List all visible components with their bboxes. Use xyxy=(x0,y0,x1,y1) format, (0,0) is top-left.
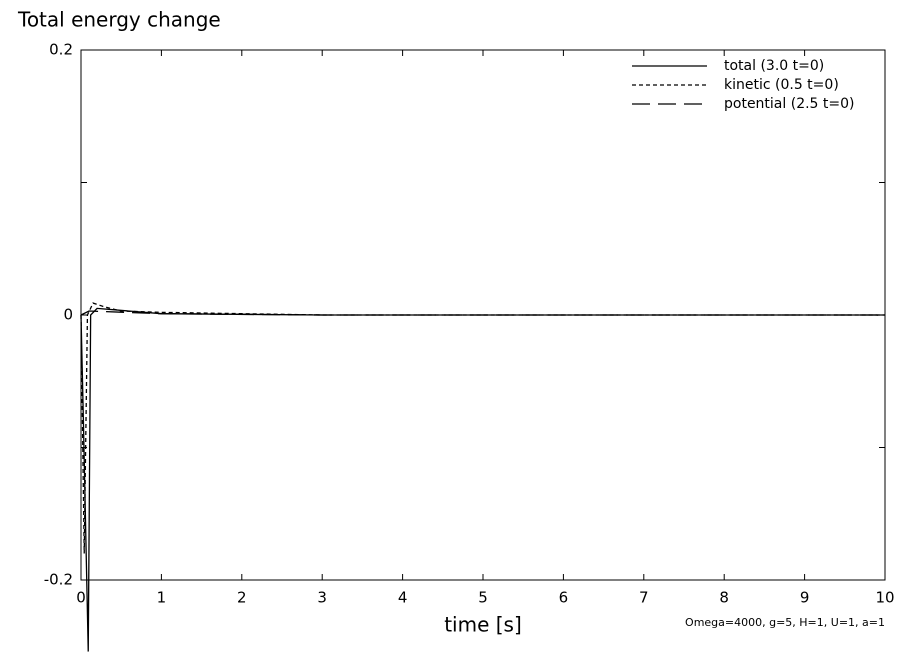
y-tick-label: 0.2 xyxy=(49,41,73,59)
x-tick-label: 5 xyxy=(478,589,488,607)
legend-label: potential (2.5 t=0) xyxy=(724,96,855,112)
x-tick-label: 3 xyxy=(317,589,327,607)
annotation: Omega=4000, g=5, H=1, U=1, a=1 xyxy=(685,616,885,629)
y-tick-label: 0 xyxy=(63,306,73,324)
legend-label: kinetic (0.5 t=0) xyxy=(724,77,839,93)
x-tick-label: 2 xyxy=(237,589,247,607)
x-tick-label: 1 xyxy=(157,589,167,607)
y-tick-label: -0.2 xyxy=(44,571,73,589)
x-axis-label: time [s] xyxy=(444,613,522,637)
x-tick-label: 9 xyxy=(800,589,810,607)
x-tick-label: 7 xyxy=(639,589,649,607)
x-tick-label: 6 xyxy=(559,589,569,607)
x-tick-label: 10 xyxy=(875,589,894,607)
line xyxy=(80,302,885,554)
line xyxy=(80,310,886,317)
x-tick-label: 0 xyxy=(76,589,86,607)
x-tick-label: 8 xyxy=(719,589,729,607)
chart-title: Total energy change xyxy=(17,8,221,32)
x-tick-label: 4 xyxy=(398,589,408,607)
legend-label: total (3.0 t=0) xyxy=(724,58,824,74)
